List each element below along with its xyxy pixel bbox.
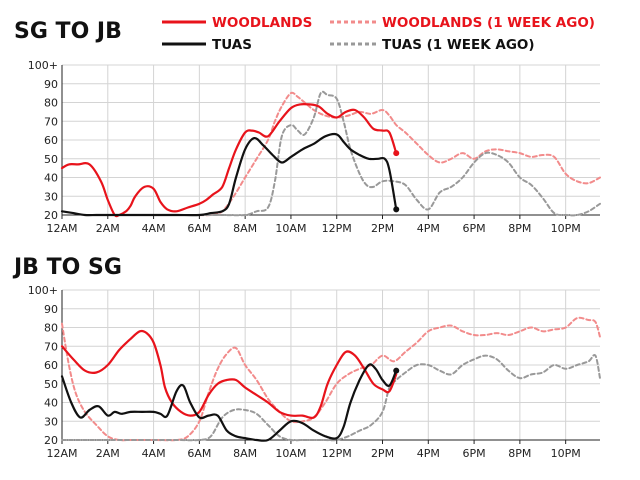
y-tick-label: 90 [44, 303, 58, 316]
legend-label-woodlands: WOODLANDS [212, 15, 312, 31]
x-tick-label: 6PM [463, 447, 486, 460]
series-end-marker [393, 367, 400, 374]
y-tick-label: 90 [44, 78, 58, 91]
y-tick-label: 40 [44, 397, 58, 410]
x-tick-label: 6PM [463, 222, 486, 235]
y-tick-label: 80 [44, 322, 58, 335]
y-tick-label: 100+ [28, 284, 58, 297]
y-tick-label: 50 [44, 378, 58, 391]
x-tick-label: 8PM [508, 222, 531, 235]
x-tick-label: 12AM [46, 222, 77, 235]
y-tick-label: 20 [44, 434, 58, 447]
x-tick-label: 8PM [508, 447, 531, 460]
x-tick-label: 12PM [322, 222, 352, 235]
y-tick-label: 100+ [28, 59, 58, 72]
x-tick-label: 4PM [417, 222, 440, 235]
series-end-marker [393, 206, 400, 213]
series-line-tuas [60, 363, 398, 442]
legend-label-tuas-week: TUAS (1 WEEK AGO) [382, 37, 535, 53]
y-tick-label: 50 [44, 153, 58, 166]
x-tick-label: 10AM [275, 447, 306, 460]
series-line-woodlands [60, 329, 398, 420]
panel-sg-to-jb: 20 30 40 50 60 70 80 90 100+ 12AM 2AM 4AM 6AM 8AM 10AM… [28, 59, 601, 235]
y-tick-label: 20 [44, 209, 58, 222]
x-tick-label: 2PM [371, 447, 394, 460]
legend: WOODLANDS WOODLANDS (1 WEEK AGO) TUAS TU… [162, 15, 595, 53]
x-tick-label: 2AM [96, 447, 120, 460]
series-line-woodlands-1-week-ago [61, 316, 601, 442]
x-tick-label: 4AM [142, 222, 166, 235]
x-tick-label: 6AM [187, 222, 211, 235]
x-tick-label: 2PM [371, 222, 394, 235]
series-end-marker [393, 150, 400, 157]
y-tick-label: 70 [44, 115, 58, 128]
y-tick-label: 40 [44, 172, 58, 185]
x-tick-label: 10AM [275, 222, 306, 235]
x-tick-label: 4AM [142, 447, 166, 460]
x-tick-label: 8AM [233, 447, 257, 460]
series-line-woodlands-1-week-ago [198, 91, 601, 217]
x-tick-label: 4PM [417, 447, 440, 460]
y-tick-label: 80 [44, 97, 58, 110]
series-line-tuas-1-week-ago [198, 90, 601, 217]
y-tick-label: 60 [44, 134, 58, 147]
chart-title-jb-to-sg: JB TO SG [12, 255, 122, 280]
y-tick-label: 30 [44, 415, 58, 428]
x-tick-label: 10PM [551, 222, 581, 235]
legend-label-tuas: TUAS [212, 37, 252, 53]
x-tick-label: 12PM [322, 447, 352, 460]
x-tick-label: 6AM [187, 447, 211, 460]
x-tick-label: 8AM [233, 222, 257, 235]
y-tick-label: 70 [44, 340, 58, 353]
y-tick-label: 30 [44, 190, 58, 203]
legend-label-woodlands-week: WOODLANDS (1 WEEK AGO) [382, 15, 595, 31]
x-tick-label: 12AM [46, 447, 77, 460]
y-tick-label: 60 [44, 359, 58, 372]
series-line-tuas [60, 132, 398, 217]
series-line-tuas-1-week-ago [61, 353, 601, 442]
chart-title-sg-to-jb: SG TO JB [14, 19, 122, 44]
x-tick-label: 2AM [96, 222, 120, 235]
panel-jb-to-sg: 20 30 40 50 60 70 80 90 100+ 12AM 2AM 4AM 6AM 8AM 10AM… [28, 284, 601, 460]
x-tick-label: 10PM [551, 447, 581, 460]
